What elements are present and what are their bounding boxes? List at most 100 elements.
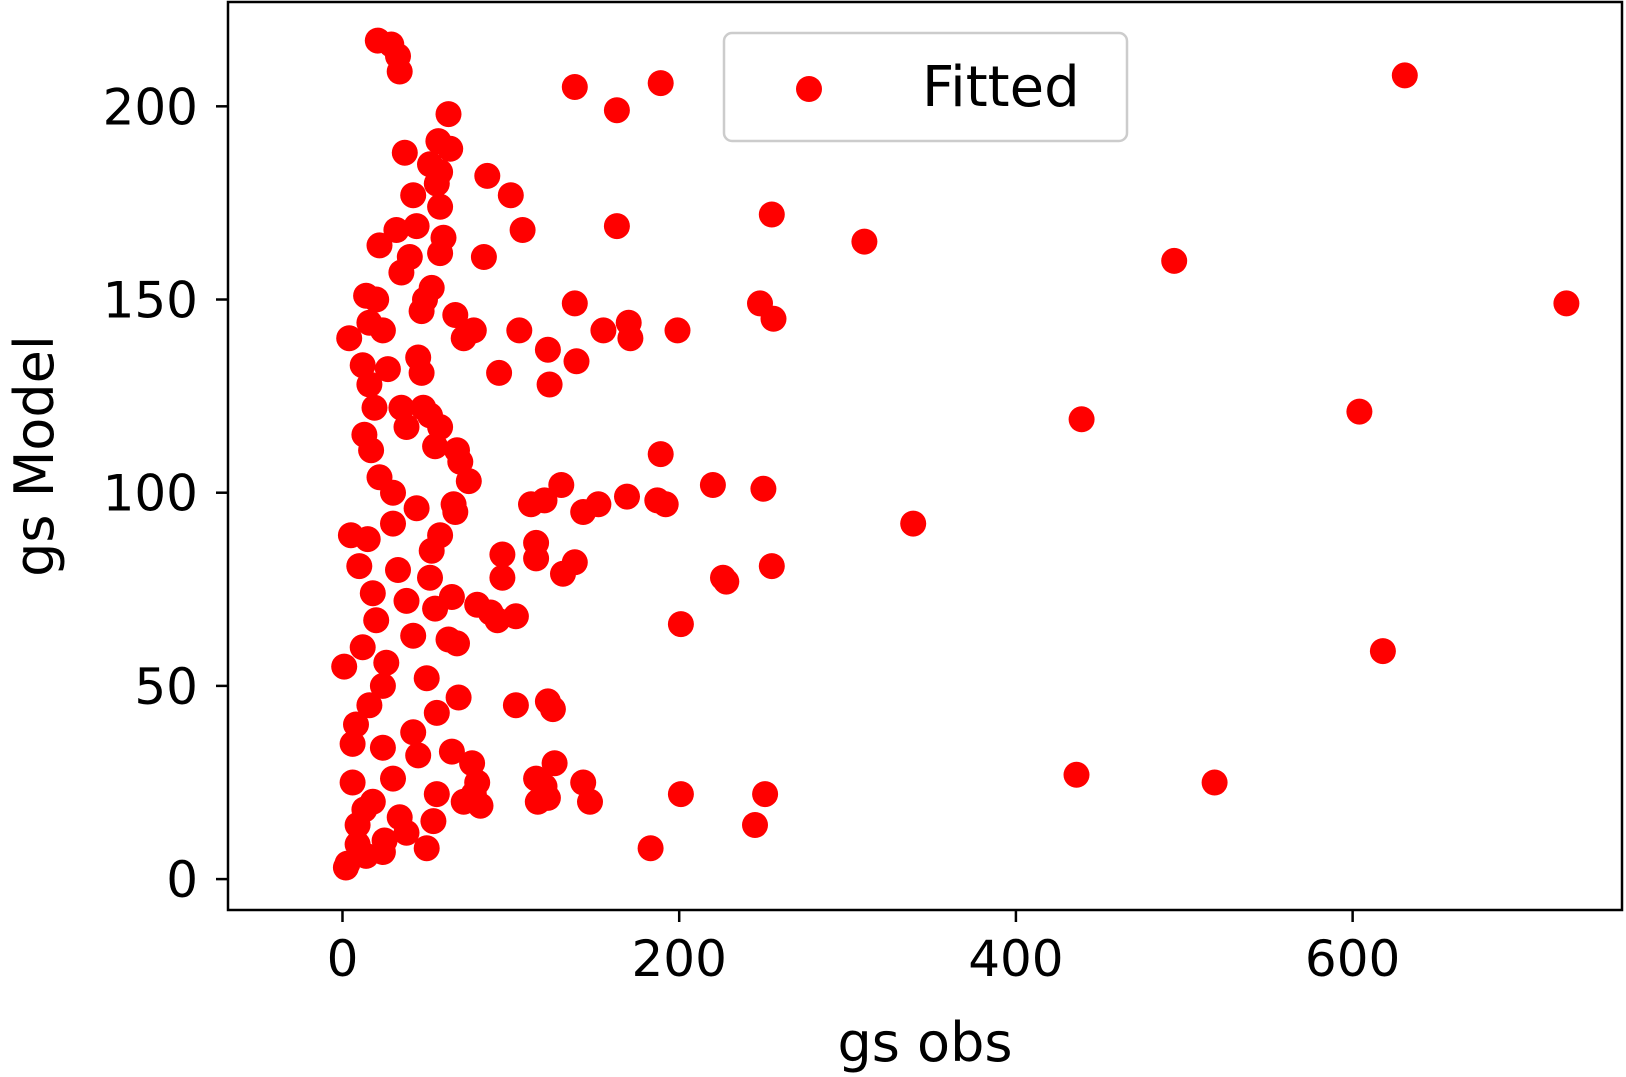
y-tick-label: 100 (103, 465, 198, 523)
y-axis-ticks: 0 50 100 150 200 (103, 78, 228, 909)
data-point (603, 213, 630, 240)
plot-frame (226, 0, 1624, 912)
data-point (359, 580, 386, 607)
y-tick-label: 150 (103, 272, 198, 330)
data-point (548, 472, 575, 498)
data-point (647, 441, 674, 468)
x-axis-title: gs obs (837, 1011, 1012, 1074)
data-point (369, 672, 396, 699)
data-point (561, 290, 588, 317)
data-point (361, 394, 388, 421)
x-axis-ticks: 0 200 400 600 (327, 910, 1400, 988)
data-point (386, 58, 413, 85)
data-point (534, 784, 561, 811)
data-point (617, 325, 644, 352)
data-point (614, 483, 640, 510)
data-point (460, 317, 487, 344)
data-point (403, 213, 430, 240)
data-point (474, 162, 501, 189)
data-point (374, 356, 401, 383)
data-point (405, 742, 432, 769)
data-point (742, 812, 768, 838)
data-point (408, 298, 435, 325)
data-point (400, 182, 427, 209)
data-point (344, 831, 371, 858)
legend-marker (796, 76, 822, 102)
data-point (373, 649, 400, 676)
data-point (388, 259, 415, 286)
legend-box (722, 31, 1129, 143)
data-point (358, 437, 385, 464)
data-point (502, 603, 529, 630)
legend: Fitted (722, 31, 1129, 143)
data-point (497, 182, 524, 209)
data-point (422, 595, 449, 622)
data-point (1063, 761, 1090, 788)
data-point (506, 317, 533, 344)
data-point (445, 684, 472, 711)
data-point (758, 201, 785, 228)
data-point (637, 835, 664, 862)
data-point (467, 792, 494, 819)
data-point (369, 317, 396, 344)
data-point (423, 781, 450, 808)
x-tick-label: 200 (631, 930, 726, 988)
y-axis-title: gs Model (3, 335, 66, 577)
data-point (1391, 62, 1418, 89)
y-tick-label: 0 (166, 851, 198, 909)
data-point (585, 491, 612, 518)
data-point (363, 607, 390, 634)
data-point (442, 302, 469, 328)
data-point (470, 244, 497, 270)
data-point (427, 240, 454, 267)
data-point (413, 665, 440, 692)
data-point (363, 286, 390, 313)
data-point (369, 839, 396, 865)
data-point (486, 359, 513, 386)
data-point (760, 305, 787, 332)
data-point (369, 734, 396, 761)
data-point (423, 699, 450, 726)
data-point (1369, 638, 1396, 665)
data-point (393, 587, 420, 614)
data-point (489, 541, 516, 568)
x-tick-label: 0 (327, 930, 359, 988)
data-point (1161, 247, 1188, 274)
data-point (534, 336, 561, 363)
data-point (435, 101, 462, 128)
data-point (331, 653, 358, 680)
data-point (336, 325, 363, 352)
data-point (539, 696, 566, 723)
data-point (339, 730, 366, 757)
data-point (427, 193, 454, 220)
data-point (393, 414, 420, 440)
data-point (563, 348, 590, 375)
data-point (418, 537, 445, 564)
data-point (339, 769, 366, 796)
data-point (391, 139, 418, 166)
legend-label: Fitted (922, 55, 1080, 120)
data-point (444, 630, 470, 657)
data-point (652, 491, 679, 518)
data-point (531, 487, 558, 514)
data-point (408, 359, 435, 386)
data-point (349, 634, 376, 661)
data-point (380, 479, 406, 506)
data-point (590, 317, 617, 344)
data-point (385, 557, 411, 583)
data-point (1346, 398, 1373, 425)
data-point (343, 711, 369, 738)
x-tick-label: 600 (1305, 930, 1400, 988)
data-point (438, 738, 465, 765)
data-point (344, 812, 371, 838)
data-point (346, 553, 373, 580)
data-point (383, 217, 410, 243)
data-point (356, 371, 383, 398)
data-point (577, 788, 603, 815)
data-point (1201, 769, 1228, 796)
data-point (403, 495, 430, 522)
data-point (332, 854, 359, 881)
data-point (502, 692, 529, 719)
data-point (423, 170, 450, 197)
data-point (354, 526, 381, 553)
